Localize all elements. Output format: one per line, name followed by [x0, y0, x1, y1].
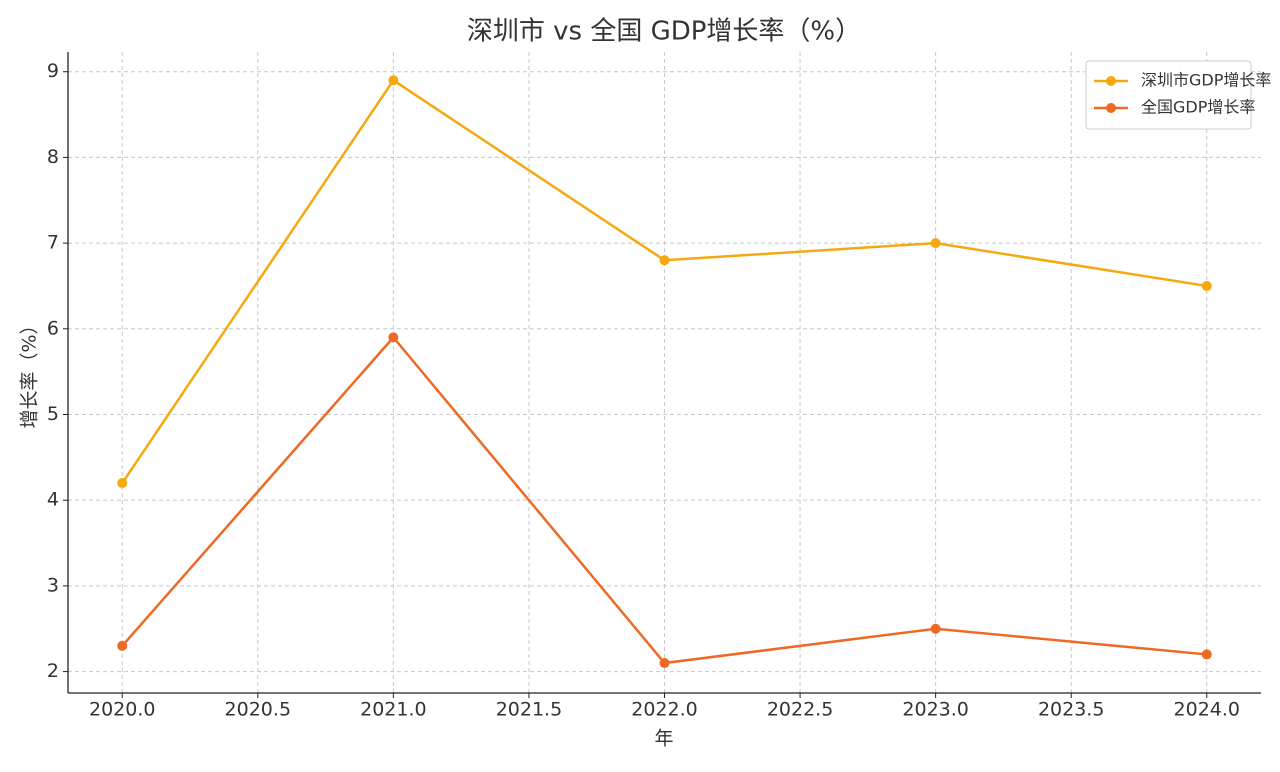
chart-title: 深圳市 vs 全国 GDP增长率（%） [467, 17, 861, 47]
data-point [1201, 649, 1212, 660]
legend-box [1085, 60, 1252, 130]
y-axis-label: 增长率（%） [19, 315, 41, 428]
x-axis-label: 年 [654, 728, 673, 750]
data-point [1201, 280, 1212, 291]
data-point [930, 238, 941, 249]
legend-marker [1106, 76, 1116, 86]
legend-label: 全国GDP增长率 [1141, 98, 1255, 117]
data-point [659, 255, 670, 266]
x-tick-label: 2022.5 [767, 699, 833, 721]
legend-marker [1106, 103, 1116, 113]
legend-label: 深圳市GDP增长率 [1141, 71, 1271, 90]
data-point [117, 640, 128, 651]
x-tick-label: 2021.0 [360, 699, 426, 721]
y-tick-label: 4 [47, 489, 59, 511]
y-tick-label: 6 [47, 317, 59, 339]
data-point [388, 332, 399, 343]
series-line [121, 78, 1207, 484]
x-tick-label: 2020.5 [225, 699, 291, 721]
y-tick-label: 8 [47, 146, 59, 168]
y-tick-label: 9 [47, 60, 59, 82]
x-tick-label: 2023.5 [1038, 699, 1104, 721]
x-tick-label: 2021.5 [496, 699, 562, 721]
data-point [930, 623, 941, 634]
x-tick-label: 2023.0 [902, 699, 968, 721]
y-tick-label: 3 [47, 574, 59, 596]
data-point [388, 75, 399, 86]
y-tick-label: 2 [47, 660, 59, 682]
x-tick-label: 2024.0 [1174, 699, 1240, 721]
data-point [117, 478, 128, 489]
x-tick-label: 2020.0 [89, 699, 155, 721]
y-tick-label: 7 [47, 232, 59, 254]
data-point [659, 658, 670, 669]
x-tick-label: 2022.0 [631, 699, 697, 721]
y-tick-label: 5 [47, 403, 59, 425]
